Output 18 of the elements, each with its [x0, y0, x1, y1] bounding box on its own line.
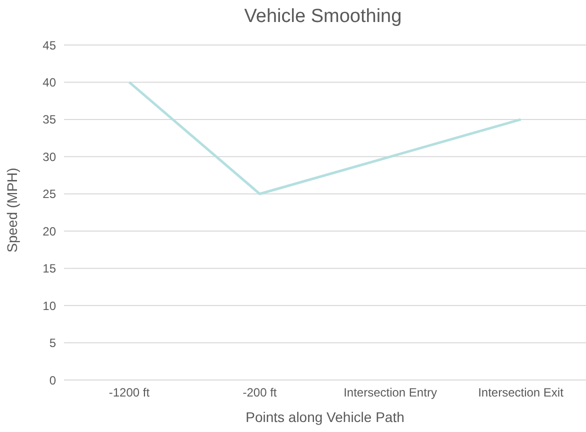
- y-tick-label: 0: [49, 373, 56, 388]
- x-tick-label: Intersection Entry: [344, 386, 437, 400]
- x-axis-title: Points along Vehicle Path: [246, 409, 404, 425]
- y-tick-label: 5: [49, 336, 56, 350]
- chart-title: Vehicle Smoothing: [243, 6, 403, 28]
- y-tick-label: 20: [42, 224, 56, 238]
- y-tick-label: 25: [42, 187, 56, 202]
- x-tick-label: -1200 ft: [108, 386, 150, 400]
- y-axis-title: Speed (MPH): [4, 168, 20, 252]
- y-tick-label: 40: [42, 75, 56, 90]
- y-tick-label: 45: [42, 38, 56, 52]
- line-series: [128, 80, 522, 196]
- y-tick-label: 10: [42, 298, 56, 313]
- y-tick-label: 15: [42, 262, 56, 276]
- x-tick-label: -200 ft: [242, 386, 278, 400]
- y-tick-label: 30: [42, 150, 56, 164]
- x-tick-label: Intersection Exit: [478, 386, 564, 400]
- y-tick-label: 35: [42, 112, 56, 127]
